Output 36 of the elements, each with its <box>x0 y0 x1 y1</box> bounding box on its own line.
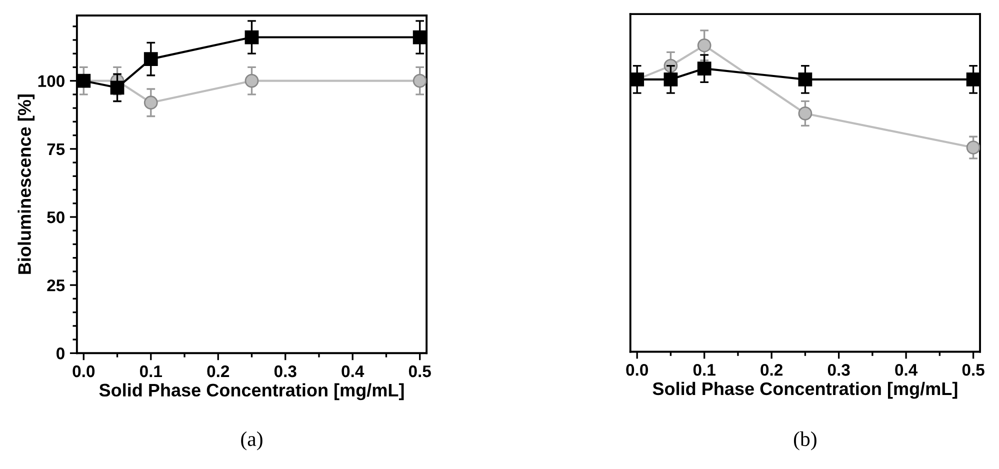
x-tick-label: 0.5 <box>962 364 984 376</box>
y-axis-title: Bioluminescence [%] <box>18 94 35 274</box>
point <box>144 52 158 66</box>
point <box>244 74 259 88</box>
point <box>966 140 980 154</box>
point <box>664 72 678 86</box>
x-tick-label: 0.0 <box>72 365 95 378</box>
y-tick-label: 75 <box>47 143 65 156</box>
point <box>412 74 427 88</box>
point <box>412 30 427 44</box>
x-tick-label: 0.0 <box>626 364 648 376</box>
x-tick-label: 0.4 <box>342 365 364 378</box>
x-axis-title: Solid Phase Concentration [mg/mL] <box>652 382 958 399</box>
x-tick-label: 0.3 <box>274 365 296 378</box>
x-tick-label: 0.3 <box>828 364 850 376</box>
point <box>697 62 712 76</box>
y-tick-label: 25 <box>47 279 65 292</box>
point <box>697 38 712 52</box>
x-axis-title: Solid Phase Concentration [mg/mL] <box>99 383 404 400</box>
text: (b) <box>794 431 816 450</box>
x-tick-label: 0.2 <box>760 364 782 376</box>
point <box>244 30 259 44</box>
x-tick-label: 0.1 <box>693 364 716 376</box>
x-tick-label: 0.2 <box>207 365 230 378</box>
x-tick-label: 0.4 <box>895 364 918 376</box>
x-tick-label: 0.1 <box>140 365 162 378</box>
y-tick-label: 0 <box>56 348 64 360</box>
point <box>110 80 124 95</box>
x-tick-label: 0.5 <box>408 365 431 378</box>
text: (a) <box>241 431 262 450</box>
y-tick-label: 50 <box>47 211 64 224</box>
y-tick-label: 100 <box>38 75 64 88</box>
point <box>798 106 812 120</box>
point <box>966 72 980 86</box>
point <box>798 72 812 86</box>
point <box>144 96 158 110</box>
